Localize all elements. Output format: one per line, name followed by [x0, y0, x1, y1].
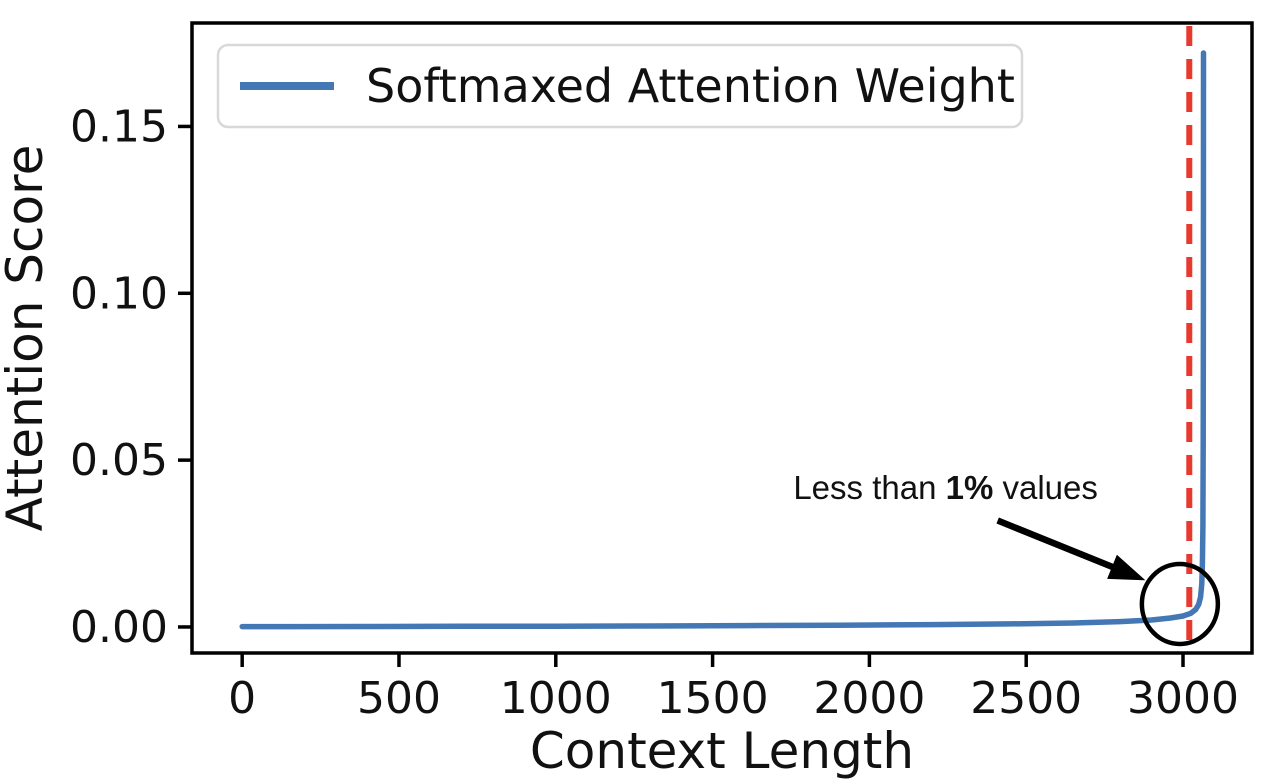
x-tick-label: 3000 — [1127, 673, 1239, 724]
annotation-circle — [1139, 561, 1221, 647]
annotation-arrow-head — [1107, 554, 1146, 581]
x-axis-label: Context Length — [530, 722, 914, 780]
annotation-text-suffix: values — [993, 469, 1098, 506]
legend: Softmaxed Attention Weight — [216, 43, 1024, 129]
x-tick-label: 0 — [228, 673, 256, 724]
annotation-text-prefix: Less than — [793, 469, 945, 506]
x-axis: 0 500 1000 1500 2000 2500 3000 — [228, 653, 1239, 724]
annotation-text-bold: 1% — [946, 469, 994, 506]
legend-label: Softmaxed Attention Weight — [366, 59, 1015, 113]
annotation-text: Less than 1% values — [793, 469, 1098, 506]
y-axis-label: Attention Score — [0, 145, 54, 532]
plot-border — [190, 21, 1254, 655]
x-tick-label: 2000 — [813, 673, 925, 724]
series-softmaxed-attention-weight — [239, 50, 1207, 630]
x-tick-label: 1000 — [500, 673, 612, 724]
y-tick-label: 0.05 — [70, 435, 168, 486]
annotation-shapes — [996, 517, 1221, 647]
y-axis: 0.00 0.05 0.10 0.15 — [70, 101, 192, 653]
x-tick-label: 500 — [357, 673, 441, 724]
x-tick-label: 2500 — [970, 673, 1082, 724]
annotation-arrow-shaft — [996, 517, 1122, 574]
attention-curve — [239, 50, 1207, 630]
y-tick-label: 0.15 — [70, 101, 168, 152]
y-tick-label: 0.10 — [70, 268, 168, 319]
legend-box — [216, 43, 1024, 129]
plot-frame — [190, 21, 1254, 655]
x-tick-label: 1500 — [657, 673, 769, 724]
y-tick-label: 0.00 — [70, 602, 168, 653]
